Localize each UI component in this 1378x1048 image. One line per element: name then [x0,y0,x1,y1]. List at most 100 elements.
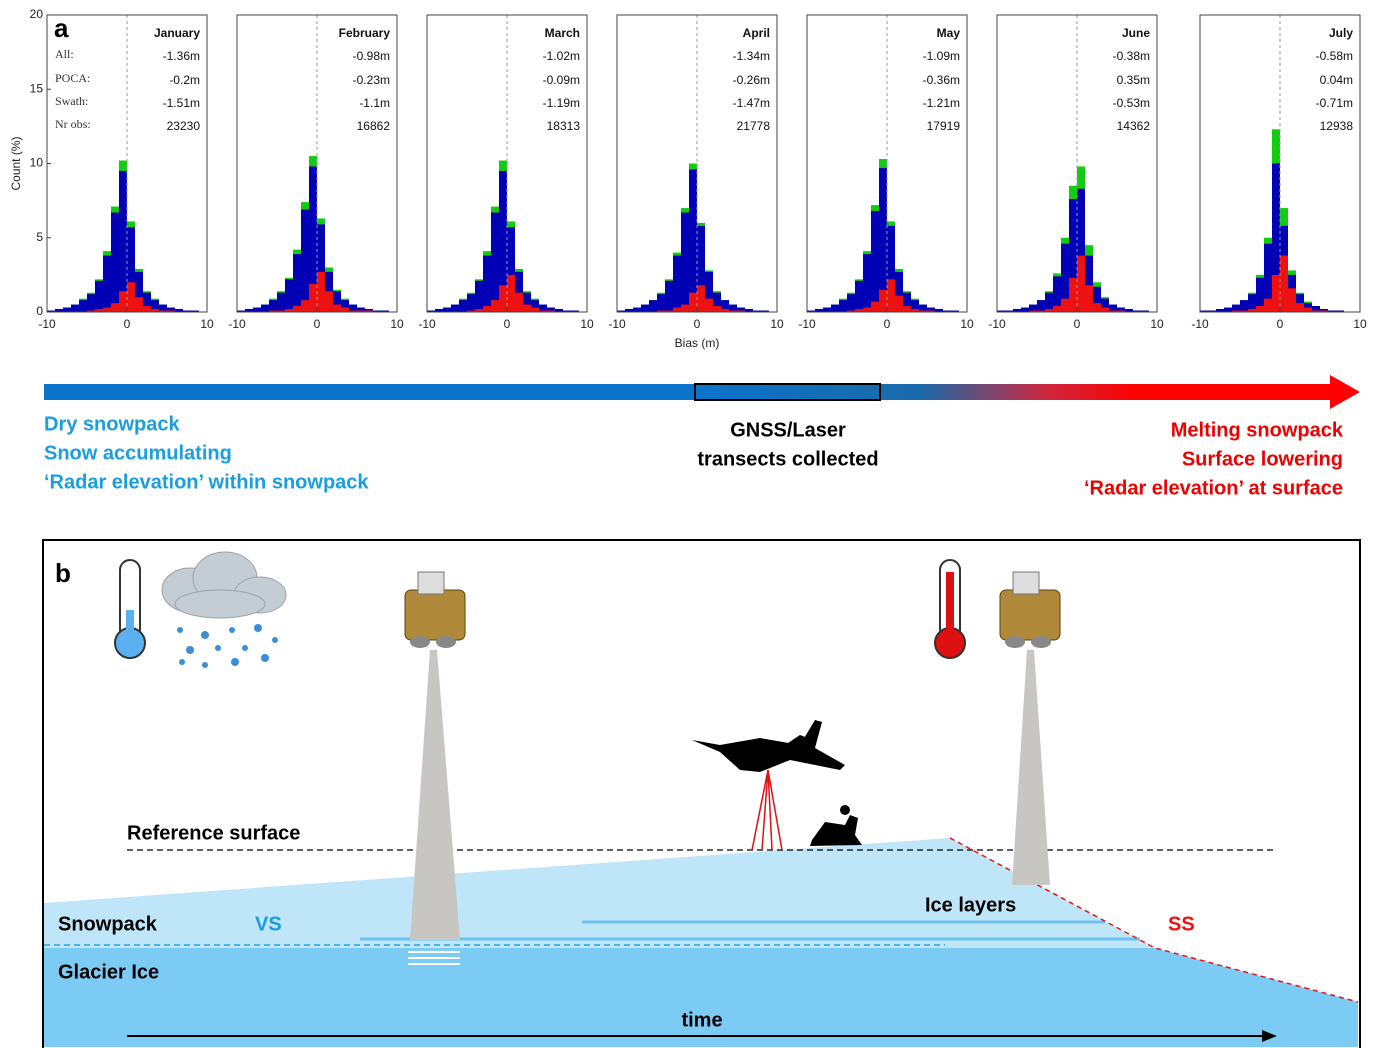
timeline-bar [44,384,1334,400]
histogram-bar [1288,288,1296,312]
histogram-bar [459,300,467,312]
stat-value: 17919 [927,119,961,133]
stat-label: POCA: [55,71,90,85]
histogram-bar [657,294,665,312]
histogram-bar [831,305,839,312]
histogram-bar [1061,299,1069,312]
y-axis-label: Count (%) [9,136,23,190]
month-title: February [339,26,391,40]
histogram-bar [847,294,855,312]
stat-label: Swath: [55,94,88,108]
stat-value: -0.23m [353,73,390,87]
histogram-bar [1256,306,1264,312]
histogram-bar [689,293,697,312]
y-tick-label: 15 [30,81,44,95]
histogram-bar [341,308,349,312]
histogram-bar [879,290,887,312]
timeline-center: GNSS/Laser transects collected [697,419,878,470]
stat-value: -0.36m [923,73,960,87]
histogram-bar [63,308,71,312]
month-title: March [545,26,580,40]
histogram-bar [1069,278,1077,312]
histogram-bar [135,297,143,312]
histogram-bar [301,300,309,312]
histogram-bar [1077,256,1085,312]
stat-value: -1.34m [733,49,770,63]
month-title: January [154,26,200,40]
histogram-bar [293,306,301,312]
histogram-bar [451,305,459,312]
histogram-bar [103,308,111,312]
cold-thermometer [115,560,145,658]
stat-value: 12938 [1320,119,1354,133]
histogram-bar [491,213,499,312]
histogram-bar [491,300,499,312]
label: Reference surface [127,822,300,844]
stat-value: 0.35m [1117,73,1150,87]
x-tick-label: 0 [504,317,511,331]
histogram-bar [1304,308,1312,312]
x-tick-label: -10 [38,317,56,331]
stat-value: -1.09m [923,49,960,63]
histogram-bar [523,305,531,312]
timeline-text: GNSS/Laser [730,419,846,441]
histogram-bar [705,299,713,312]
histogram-bar [253,308,261,312]
label: SS [1168,913,1195,935]
histogram-bar [689,169,697,312]
histogram-bar [1224,308,1232,312]
histogram-bar [1240,300,1248,312]
stat-value: 23230 [167,119,201,133]
timeline-text: transects collected [697,448,878,470]
histogram-bar [895,296,903,312]
histogram-bar [863,308,871,312]
stat-value: -1.19m [543,96,580,110]
x-tick-label: 10 [770,317,784,331]
histogram-bar [1272,275,1280,312]
x-tick-label: -10 [988,317,1006,331]
histogram-bar [309,284,317,312]
histogram-bar [1264,299,1272,312]
stat-value: 0.04m [1320,73,1353,87]
histogram-bar [111,303,119,312]
stat-value: 21778 [737,119,771,133]
label: Glacier Ice [58,961,159,983]
histogram-bar [903,306,911,312]
y-tick-label: 10 [30,156,44,170]
panel-label: a [54,13,69,43]
histogram-bar [1053,306,1061,312]
label: Ice layers [925,894,1016,916]
stat-value: 16862 [357,119,391,133]
histogram-chart: -10010July-0.58m0.04m-0.71m12938 [1191,15,1367,331]
histogram-bar [443,308,451,312]
histogram-bar [333,305,341,312]
histogram-bar [119,171,127,312]
histogram-bar [823,308,831,312]
month-title: July [1329,26,1353,40]
histogram-bar [127,282,135,312]
histogram-bar [633,308,641,312]
y-tick-label: 5 [36,230,43,244]
histogram-bar [483,306,491,312]
label: VS [255,913,282,935]
x-tick-label: 10 [580,317,594,331]
histogram-bar [713,306,721,312]
x-tick-label: 0 [694,317,701,331]
histogram-bar [1093,303,1101,312]
x-tick-label: -10 [228,317,246,331]
histogram-bar [839,300,847,312]
histogram-bar [269,300,277,312]
histogram-bar [1296,303,1304,312]
stat-value: -0.71m [1316,96,1353,110]
histogram-bar [95,281,103,312]
month-title: May [937,26,961,40]
histogram-bar [681,213,689,312]
x-axis-label: Bias (m) [675,336,720,350]
histogram-bar [325,291,333,312]
histogram-bar [1101,308,1109,312]
x-tick-label: -10 [798,317,816,331]
histogram-bar [317,272,325,312]
histogram-bar [1085,285,1093,312]
